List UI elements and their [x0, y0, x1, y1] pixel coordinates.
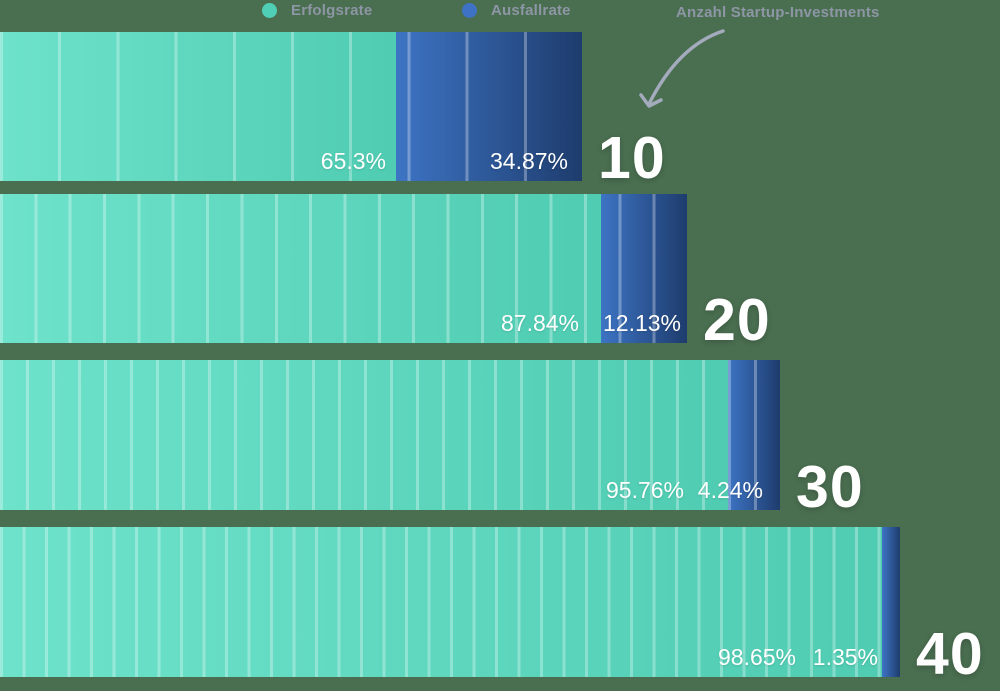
- erfolgsrate-legend-label: Erfolgsrate: [291, 2, 373, 19]
- legend-item-ausfallrate: Ausfallrate: [462, 2, 571, 19]
- ausfallrate-segment: [601, 194, 687, 343]
- stacked-bar-40: 98.65% 1.35%: [0, 527, 900, 677]
- success-rate-label: 98.65%: [717, 644, 796, 670]
- success-rate-label: 87.84%: [500, 310, 579, 336]
- ausfallrate-legend-label: Ausfallrate: [491, 2, 571, 19]
- stacked-bar-20: 87.84% 12.13%: [0, 194, 687, 343]
- erfolgsrate-segment: [0, 527, 882, 677]
- failure-rate-label: 4.24%: [697, 477, 763, 503]
- segment-separators: [0, 32, 582, 181]
- erfolgsrate-dot-icon: [262, 3, 277, 18]
- failure-rate-label: 1.35%: [812, 644, 878, 670]
- ausfallrate-segment: [728, 360, 780, 510]
- stacked-bar-10: 65.3% 34.87%: [0, 32, 582, 181]
- investment-count-label: 30: [796, 454, 864, 520]
- investment-count-label: 40: [916, 621, 984, 687]
- failure-rate-label: 34.87%: [489, 148, 568, 174]
- segment-separators: [0, 360, 780, 510]
- success-rate-label: 65.3%: [320, 148, 386, 174]
- failure-rate-label: 12.13%: [602, 310, 681, 336]
- erfolgsrate-segment: [0, 32, 396, 181]
- curved-arrow-icon: [639, 29, 725, 108]
- investment-count-label: 20: [703, 287, 771, 353]
- segment-separators: [0, 527, 900, 677]
- stacked-bar-30: 95.76% 4.24%: [0, 360, 780, 510]
- erfolgsrate-segment: [0, 360, 728, 510]
- annotation-label: Anzahl Startup-Investments: [676, 4, 880, 21]
- success-rate-label: 95.76%: [605, 477, 684, 503]
- legend-item-erfolgsrate: Erfolgsrate: [262, 2, 372, 19]
- segment-separators: [0, 194, 687, 343]
- ausfallrate-dot-icon: [462, 3, 477, 18]
- erfolgsrate-segment: [0, 194, 601, 343]
- ausfallrate-segment: [396, 32, 582, 181]
- investment-count-label: 10: [598, 125, 666, 191]
- ausfallrate-segment: [882, 527, 900, 677]
